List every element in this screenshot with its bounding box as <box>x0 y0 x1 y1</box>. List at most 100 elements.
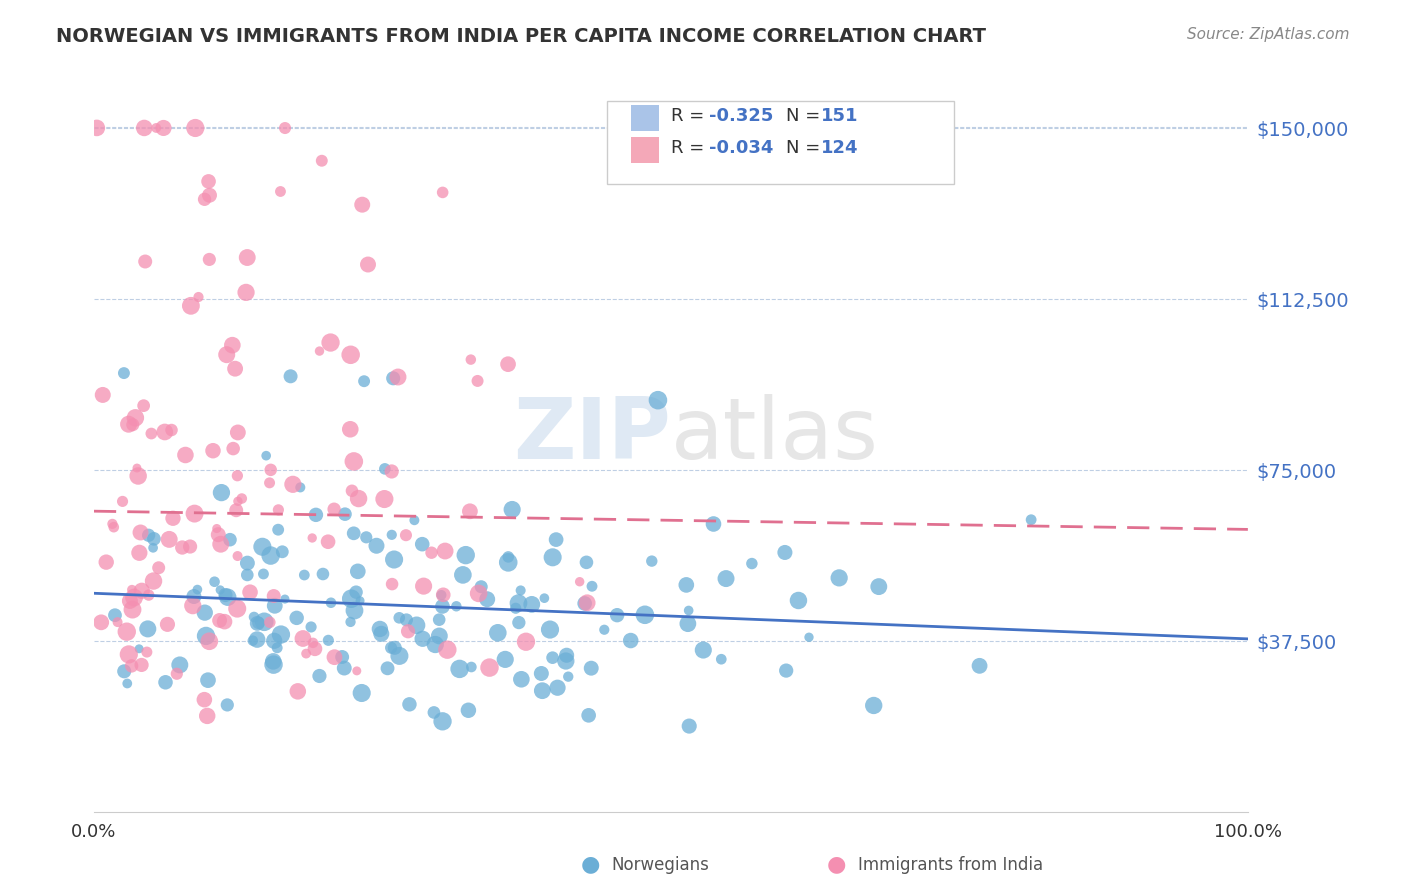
Point <box>319 335 342 350</box>
Text: -0.325: -0.325 <box>709 107 773 125</box>
Point <box>291 632 314 646</box>
Point <box>775 664 797 678</box>
Point <box>205 522 228 536</box>
Text: Source: ZipAtlas.com: Source: ZipAtlas.com <box>1187 27 1350 42</box>
Point <box>343 526 366 541</box>
Point <box>242 633 264 648</box>
Point <box>162 511 184 525</box>
Point <box>373 491 395 506</box>
Point <box>136 622 159 636</box>
Point <box>174 448 197 462</box>
Point <box>432 588 454 602</box>
Point <box>404 513 426 527</box>
Point <box>555 648 578 663</box>
Point <box>209 537 232 551</box>
Point <box>478 660 501 674</box>
Text: Norwegians: Norwegians <box>612 856 710 874</box>
Point <box>458 504 481 518</box>
Point <box>460 352 482 367</box>
Point <box>702 516 724 531</box>
Point <box>496 357 519 371</box>
Point <box>330 650 353 665</box>
Point <box>675 578 697 592</box>
Point <box>593 623 616 637</box>
Point <box>449 662 471 676</box>
Point <box>285 611 308 625</box>
FancyBboxPatch shape <box>630 137 659 163</box>
Point <box>538 623 561 637</box>
Point <box>180 299 202 313</box>
Point <box>121 417 143 432</box>
Point <box>198 188 221 202</box>
Point <box>179 540 201 554</box>
Point <box>226 425 249 440</box>
Point <box>546 533 568 547</box>
Point <box>581 579 603 593</box>
Text: NORWEGIAN VS IMMIGRANTS FROM INDIA PER CAPITA INCOME CORRELATION CHART: NORWEGIAN VS IMMIGRANTS FROM INDIA PER C… <box>56 27 986 45</box>
Point <box>155 675 177 690</box>
Point <box>353 374 375 388</box>
Point <box>501 502 523 516</box>
Point <box>217 698 239 712</box>
Point <box>396 624 419 639</box>
Point <box>290 480 312 494</box>
Point <box>217 591 239 605</box>
Point <box>541 550 564 565</box>
Point <box>115 624 138 639</box>
Point <box>129 525 152 540</box>
Point <box>118 594 141 608</box>
Point <box>710 652 733 666</box>
Point <box>194 606 217 620</box>
Point <box>395 613 418 627</box>
Point <box>263 589 285 603</box>
Point <box>412 632 434 646</box>
Point <box>301 531 323 545</box>
Point <box>578 708 600 723</box>
Point <box>259 615 281 630</box>
Point <box>434 544 457 558</box>
Point <box>148 560 170 574</box>
Point <box>533 591 555 606</box>
FancyBboxPatch shape <box>607 101 953 184</box>
Point <box>152 120 174 135</box>
Point <box>198 634 221 648</box>
Point <box>96 555 118 569</box>
Point <box>141 426 163 441</box>
Point <box>266 640 288 655</box>
Point <box>388 611 411 625</box>
Point <box>773 545 796 559</box>
Point <box>239 585 262 599</box>
Point <box>323 650 346 665</box>
Point <box>692 643 714 657</box>
Text: Immigrants from India: Immigrants from India <box>858 856 1043 874</box>
Point <box>382 371 405 385</box>
Text: R =: R = <box>671 107 710 125</box>
Point <box>350 686 373 700</box>
Point <box>125 461 148 475</box>
Point <box>387 370 409 384</box>
Point <box>263 657 285 672</box>
Point <box>183 507 205 521</box>
Point <box>641 554 664 568</box>
Point <box>381 528 404 542</box>
Point <box>122 591 145 605</box>
Point <box>231 491 253 506</box>
Point <box>142 541 165 555</box>
Point <box>197 673 219 688</box>
Point <box>135 645 157 659</box>
Point <box>134 120 156 135</box>
Point <box>430 588 453 602</box>
Point <box>436 642 458 657</box>
Point <box>427 629 450 643</box>
Point <box>316 534 339 549</box>
Point <box>486 625 509 640</box>
Point <box>281 477 304 491</box>
Point <box>304 641 326 656</box>
Point <box>575 555 598 569</box>
Point <box>576 596 599 610</box>
Point <box>221 338 243 352</box>
Point <box>201 443 224 458</box>
Point <box>530 666 553 681</box>
Point <box>541 650 564 665</box>
Text: N =: N = <box>786 107 827 125</box>
